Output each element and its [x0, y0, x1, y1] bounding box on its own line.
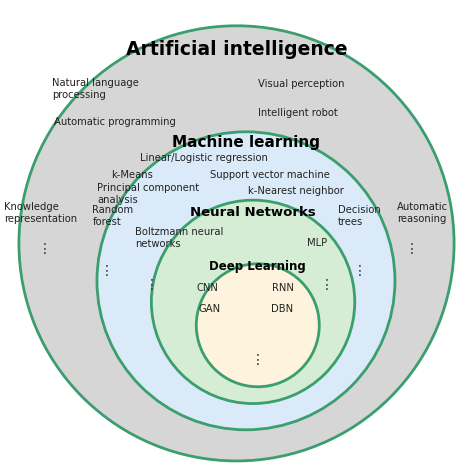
- Text: Linear/Logistic regression: Linear/Logistic regression: [140, 153, 267, 163]
- Text: Neural Networks: Neural Networks: [190, 206, 316, 219]
- Text: CNN: CNN: [196, 283, 218, 293]
- Ellipse shape: [97, 132, 395, 430]
- Text: Knowledge
representation: Knowledge representation: [4, 202, 77, 224]
- Text: Machine learning: Machine learning: [172, 135, 320, 150]
- Text: ⋮: ⋮: [352, 263, 367, 278]
- Text: ⋮: ⋮: [99, 263, 114, 278]
- Text: Intelligent robot: Intelligent robot: [258, 108, 338, 118]
- Text: Decision
trees: Decision trees: [338, 205, 381, 227]
- Text: Automatic
reasoning: Automatic reasoning: [397, 202, 448, 224]
- Text: ⋮: ⋮: [404, 242, 419, 256]
- Text: Visual perception: Visual perception: [258, 79, 344, 89]
- Text: DBN: DBN: [271, 304, 293, 314]
- Text: ⋮: ⋮: [319, 278, 333, 292]
- Text: MLP: MLP: [307, 238, 327, 249]
- Text: Artificial intelligence: Artificial intelligence: [126, 40, 347, 58]
- Text: ⋮: ⋮: [38, 242, 52, 256]
- Text: k-Nearest neighbor: k-Nearest neighbor: [248, 186, 344, 196]
- Text: Support vector machine: Support vector machine: [210, 169, 330, 180]
- Ellipse shape: [151, 200, 355, 403]
- Text: Natural language
processing: Natural language processing: [52, 78, 139, 100]
- Text: ⋮: ⋮: [251, 353, 265, 367]
- Text: Random
forest: Random forest: [92, 205, 133, 227]
- Text: Deep Learning: Deep Learning: [210, 260, 306, 273]
- Ellipse shape: [196, 264, 319, 387]
- Text: k-Means: k-Means: [111, 169, 153, 180]
- Ellipse shape: [19, 26, 454, 461]
- Text: ⋮: ⋮: [144, 278, 158, 292]
- Text: Principal component
analysis: Principal component analysis: [97, 183, 199, 205]
- Text: Automatic programming: Automatic programming: [54, 117, 176, 127]
- Text: RNN: RNN: [272, 283, 294, 293]
- Text: Boltzmann neural
networks: Boltzmann neural networks: [135, 227, 223, 249]
- Text: GAN: GAN: [199, 304, 221, 314]
